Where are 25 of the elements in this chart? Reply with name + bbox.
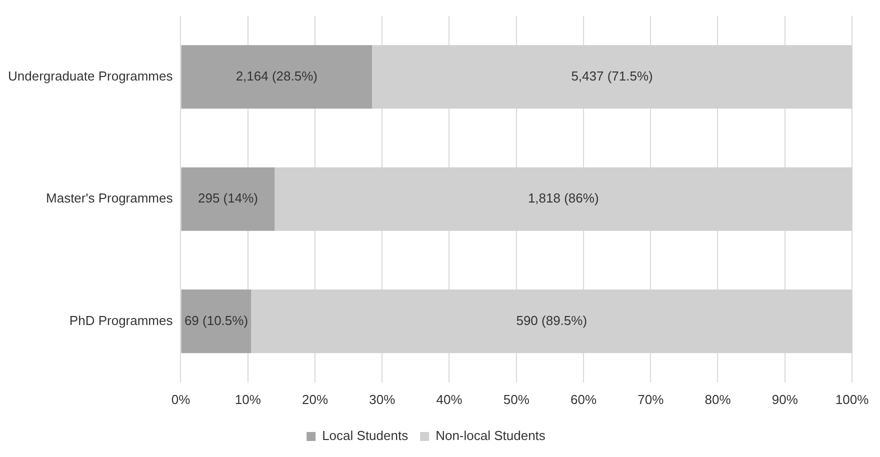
legend-label: Local Students bbox=[322, 428, 409, 444]
x-tick-label: 0% bbox=[171, 392, 191, 407]
x-tick-label: 20% bbox=[302, 392, 328, 407]
x-tick-label: 90% bbox=[772, 392, 798, 407]
y-tick-label: Master's Programmes bbox=[46, 190, 174, 206]
x-tick-label: 80% bbox=[704, 392, 732, 407]
data-label: 295 (14%) bbox=[198, 190, 258, 206]
data-label: 5,437 (71.5%) bbox=[571, 68, 653, 84]
x-tick-label: 100% bbox=[835, 392, 870, 407]
y-tick-label: Undergraduate Programmes bbox=[8, 68, 174, 84]
bar bbox=[181, 45, 372, 109]
data-label: 69 (10.5%) bbox=[184, 312, 248, 328]
x-tick-label: 50% bbox=[503, 392, 530, 407]
bar bbox=[181, 290, 252, 354]
x-tick-label: 40% bbox=[436, 392, 463, 407]
y-tick-label: PhD Programmes bbox=[69, 312, 174, 328]
data-label: 1,818 (86%) bbox=[528, 190, 599, 206]
legend-label: Non-local Students bbox=[436, 428, 546, 444]
bar bbox=[181, 167, 275, 231]
x-tick-label: 30% bbox=[369, 392, 396, 407]
x-tick-label: 70% bbox=[638, 392, 664, 407]
data-label: 2,164 (28.5%) bbox=[236, 68, 318, 84]
data-label: 590 (89.5%) bbox=[516, 312, 588, 328]
x-tick-label: 60% bbox=[570, 392, 597, 407]
x-tick-label: 10% bbox=[234, 392, 262, 407]
